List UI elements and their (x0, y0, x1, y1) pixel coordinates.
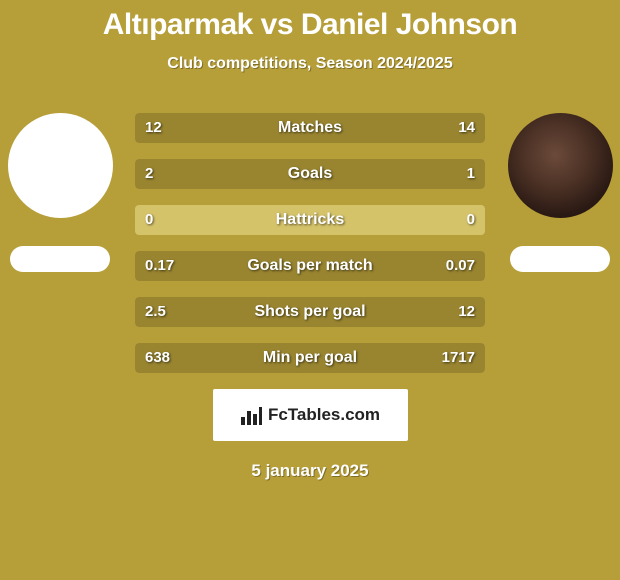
stat-value-left: 2 (135, 159, 163, 189)
player-right-name-pill (510, 246, 610, 272)
stat-label: Shots per goal (135, 297, 485, 327)
stat-value-right: 0.07 (436, 251, 485, 281)
stat-label: Hattricks (135, 205, 485, 235)
stat-row: Matches12 14 (135, 113, 485, 143)
stat-row: Min per goal6381717 (135, 343, 485, 373)
footer-date: 5 january 2025 (0, 461, 620, 481)
player-left-column (0, 113, 120, 272)
stat-value-left: 0 (135, 205, 163, 235)
comparison-card: Altıparmak vs Daniel Johnson Club compet… (0, 0, 620, 580)
player-left-avatar (8, 113, 113, 218)
stat-value-right: 14 (448, 113, 485, 143)
stat-row: Goals per match0.17 0.07 (135, 251, 485, 281)
stat-value-right: 0 (457, 205, 485, 235)
stat-label: Matches (135, 113, 485, 143)
stat-label: Goals (135, 159, 485, 189)
stat-row: Goals2 1 (135, 159, 485, 189)
stat-value-right: 12 (448, 297, 485, 327)
bars-icon (240, 405, 262, 425)
source-badge-text: FcTables.com (268, 405, 380, 425)
stat-label: Goals per match (135, 251, 485, 281)
subtitle: Club competitions, Season 2024/2025 (0, 55, 620, 73)
source-badge[interactable]: FcTables.com (213, 389, 408, 441)
player-right-avatar (508, 113, 613, 218)
stat-value-right: 1 (457, 159, 485, 189)
stat-value-left: 0.17 (135, 251, 184, 281)
stat-value-left: 2.5 (135, 297, 176, 327)
stat-value-left: 638 (135, 343, 180, 373)
page-title: Altıparmak vs Daniel Johnson (0, 8, 620, 41)
stat-row: Shots per goal2.5 12 (135, 297, 485, 327)
stat-value-left: 12 (135, 113, 172, 143)
stat-bars: Matches1214Goals21Hattricks00Goals per m… (135, 113, 485, 373)
content-area: Matches1214Goals21Hattricks00Goals per m… (0, 113, 620, 481)
player-left-name-pill (10, 246, 110, 272)
player-right-column (500, 113, 620, 272)
stat-row: Hattricks0 0 (135, 205, 485, 235)
stat-value-right: 1717 (432, 343, 485, 373)
